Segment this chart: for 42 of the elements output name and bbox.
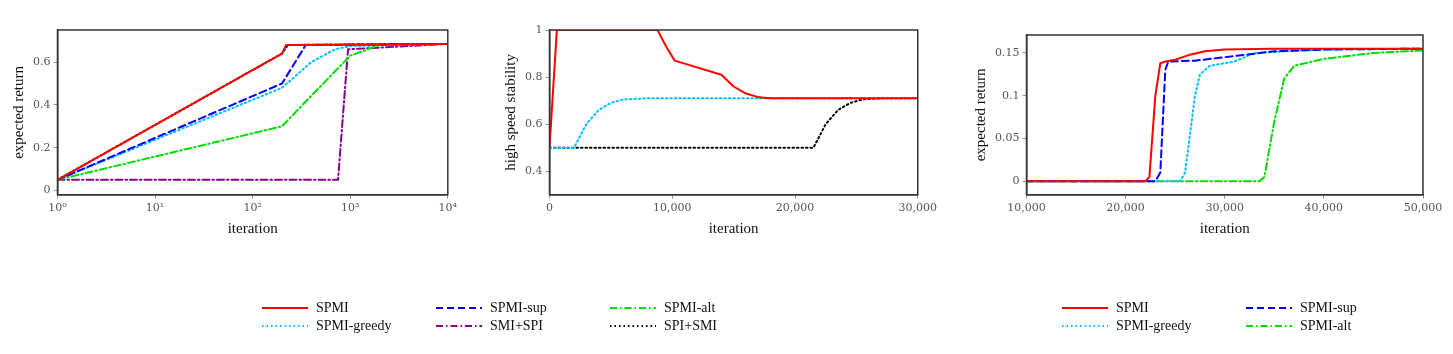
x-tick-label: 10,000 <box>653 201 692 215</box>
y-tick-label: 0.05 <box>994 131 1020 145</box>
legend-label: SMI+SPI <box>490 318 544 334</box>
x-tick-label: 10⁰ <box>48 201 68 215</box>
x-axis-title: iteration <box>227 219 279 236</box>
x-tick-label: 10,000 <box>1007 201 1046 215</box>
y-tick-label: 0.4 <box>32 97 51 111</box>
y-axis-title: high speed stability <box>501 53 518 171</box>
x-tick-label: 0 <box>545 201 553 215</box>
x-tick-label: 30,000 <box>898 201 938 215</box>
legend-label: SPMI-alt <box>1300 318 1352 334</box>
y-tick-label: 0 <box>43 183 51 197</box>
y-tick-label: 1 <box>535 22 543 36</box>
legend-label: SPMI-greedy <box>1116 318 1192 334</box>
legend-label: SPMI-alt <box>664 300 716 316</box>
y-tick-label: 0.2 <box>32 140 51 154</box>
x-tick-label: 10⁴ <box>438 201 458 215</box>
y-tick-label: 0.8 <box>524 69 543 83</box>
y-axis-title: expected return <box>9 65 26 159</box>
y-tick-label: 0 <box>1012 173 1020 187</box>
x-tick-label: 20,000 <box>775 201 815 215</box>
x-tick-label: 10³ <box>341 201 360 215</box>
y-tick-label: 0.1 <box>1001 88 1020 102</box>
x-tick-label: 10² <box>243 201 262 215</box>
legend-label: SPMI-sup <box>1300 300 1357 316</box>
legend-label: SPMI <box>1116 300 1149 316</box>
legend-label: SPMI-greedy <box>316 318 392 334</box>
x-tick-label: 30,000 <box>1205 201 1244 215</box>
legend-label: SPI+SMI <box>664 318 718 334</box>
x-tick-label: 40,000 <box>1304 201 1344 215</box>
y-axis-title: expected return <box>971 67 988 162</box>
y-tick-label: 0.6 <box>524 117 543 131</box>
x-axis-title: iteration <box>1199 219 1251 236</box>
y-tick-label: 0.6 <box>32 54 51 68</box>
x-axis-title: iteration <box>708 219 760 236</box>
y-tick-label: 0.15 <box>994 45 1020 59</box>
x-tick-label: 10¹ <box>145 201 165 215</box>
y-tick-label: 0.4 <box>524 164 543 178</box>
legend-label: SPMI <box>316 300 349 316</box>
x-tick-label: 20,000 <box>1106 201 1145 215</box>
x-tick-label: 50,000 <box>1403 201 1443 215</box>
legend-label: SPMI-sup <box>490 300 547 316</box>
